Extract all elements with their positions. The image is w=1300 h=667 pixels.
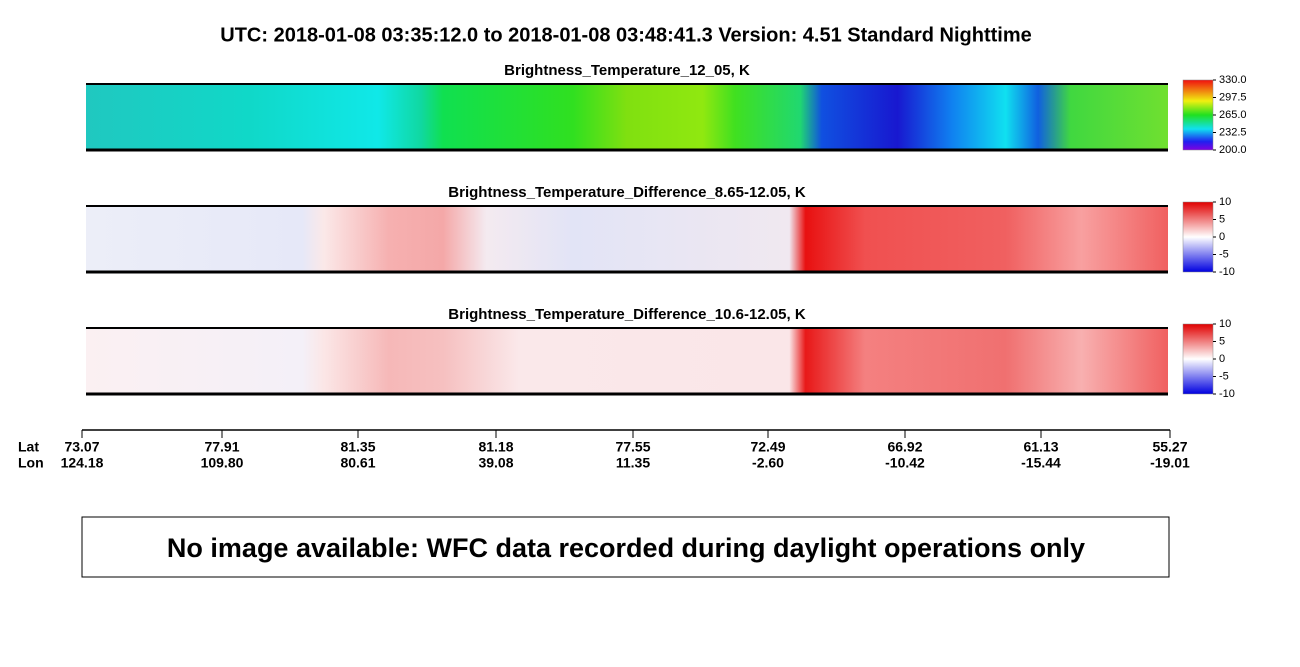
lat-label: 73.07 (64, 439, 99, 455)
lon-label: 80.61 (340, 455, 375, 471)
lon-label: -2.60 (752, 455, 784, 471)
notice-box (81, 516, 1170, 578)
colorbar-label: 232.5 (1219, 126, 1247, 138)
lon-label: 124.18 (61, 455, 104, 471)
panel-title: Brightness_Temperature_Difference_10.6-1… (448, 306, 806, 323)
lon-label: 39.08 (478, 455, 513, 471)
colorbar-label: 10 (1219, 196, 1231, 208)
lat-label: 72.49 (750, 439, 785, 455)
lon-label: 109.80 (201, 455, 244, 471)
heatmap (86, 84, 1168, 150)
colorbar-label: 297.5 (1219, 91, 1247, 103)
lat-label: 77.91 (204, 439, 239, 455)
colorbar-label: 10 (1219, 318, 1231, 330)
colorbar-label: -10 (1219, 266, 1235, 278)
lon-label: 11.35 (616, 455, 650, 471)
colorbar-label: 5 (1219, 213, 1225, 225)
panel-title: Brightness_Temperature_Difference_8.65-1… (448, 184, 806, 201)
lat-label: 81.35 (340, 439, 375, 455)
colorbar-label: 200.0 (1219, 144, 1247, 156)
row-label: Lat (18, 439, 39, 455)
colorbar-label: 330.0 (1219, 74, 1247, 86)
panel-title: Brightness_Temperature_12_05, K (504, 62, 750, 79)
notice: No image available: WFC data recorded du… (167, 533, 1085, 563)
lat-label: 81.18 (478, 439, 513, 455)
colorbar-label: -5 (1219, 370, 1229, 382)
colorbar-label: -10 (1219, 388, 1235, 400)
title: UTC: 2018-01-08 03:35:12.0 to 2018-01-08… (220, 24, 1031, 46)
lon-label: -10.42 (885, 455, 925, 471)
lon-label: -15.44 (1021, 455, 1061, 471)
colorbar-label: 0 (1219, 353, 1225, 365)
lat-label: 77.55 (615, 439, 650, 455)
lat-label: 55.27 (1152, 439, 1187, 455)
heatmap (86, 206, 1168, 272)
colorbar-label: 5 (1219, 335, 1225, 347)
lon-label: -19.01 (1150, 455, 1190, 471)
colorbar-label: 265.0 (1219, 109, 1247, 121)
colorbar (1182, 201, 1214, 273)
row-label: Lon (18, 455, 44, 471)
colorbar-label: -5 (1219, 248, 1229, 260)
colorbar (1182, 79, 1214, 151)
colorbar-label: 0 (1219, 231, 1225, 243)
lat-label: 66.92 (887, 439, 922, 455)
heatmap (86, 328, 1168, 394)
lat-label: 61.13 (1023, 439, 1058, 455)
colorbar (1182, 323, 1214, 395)
